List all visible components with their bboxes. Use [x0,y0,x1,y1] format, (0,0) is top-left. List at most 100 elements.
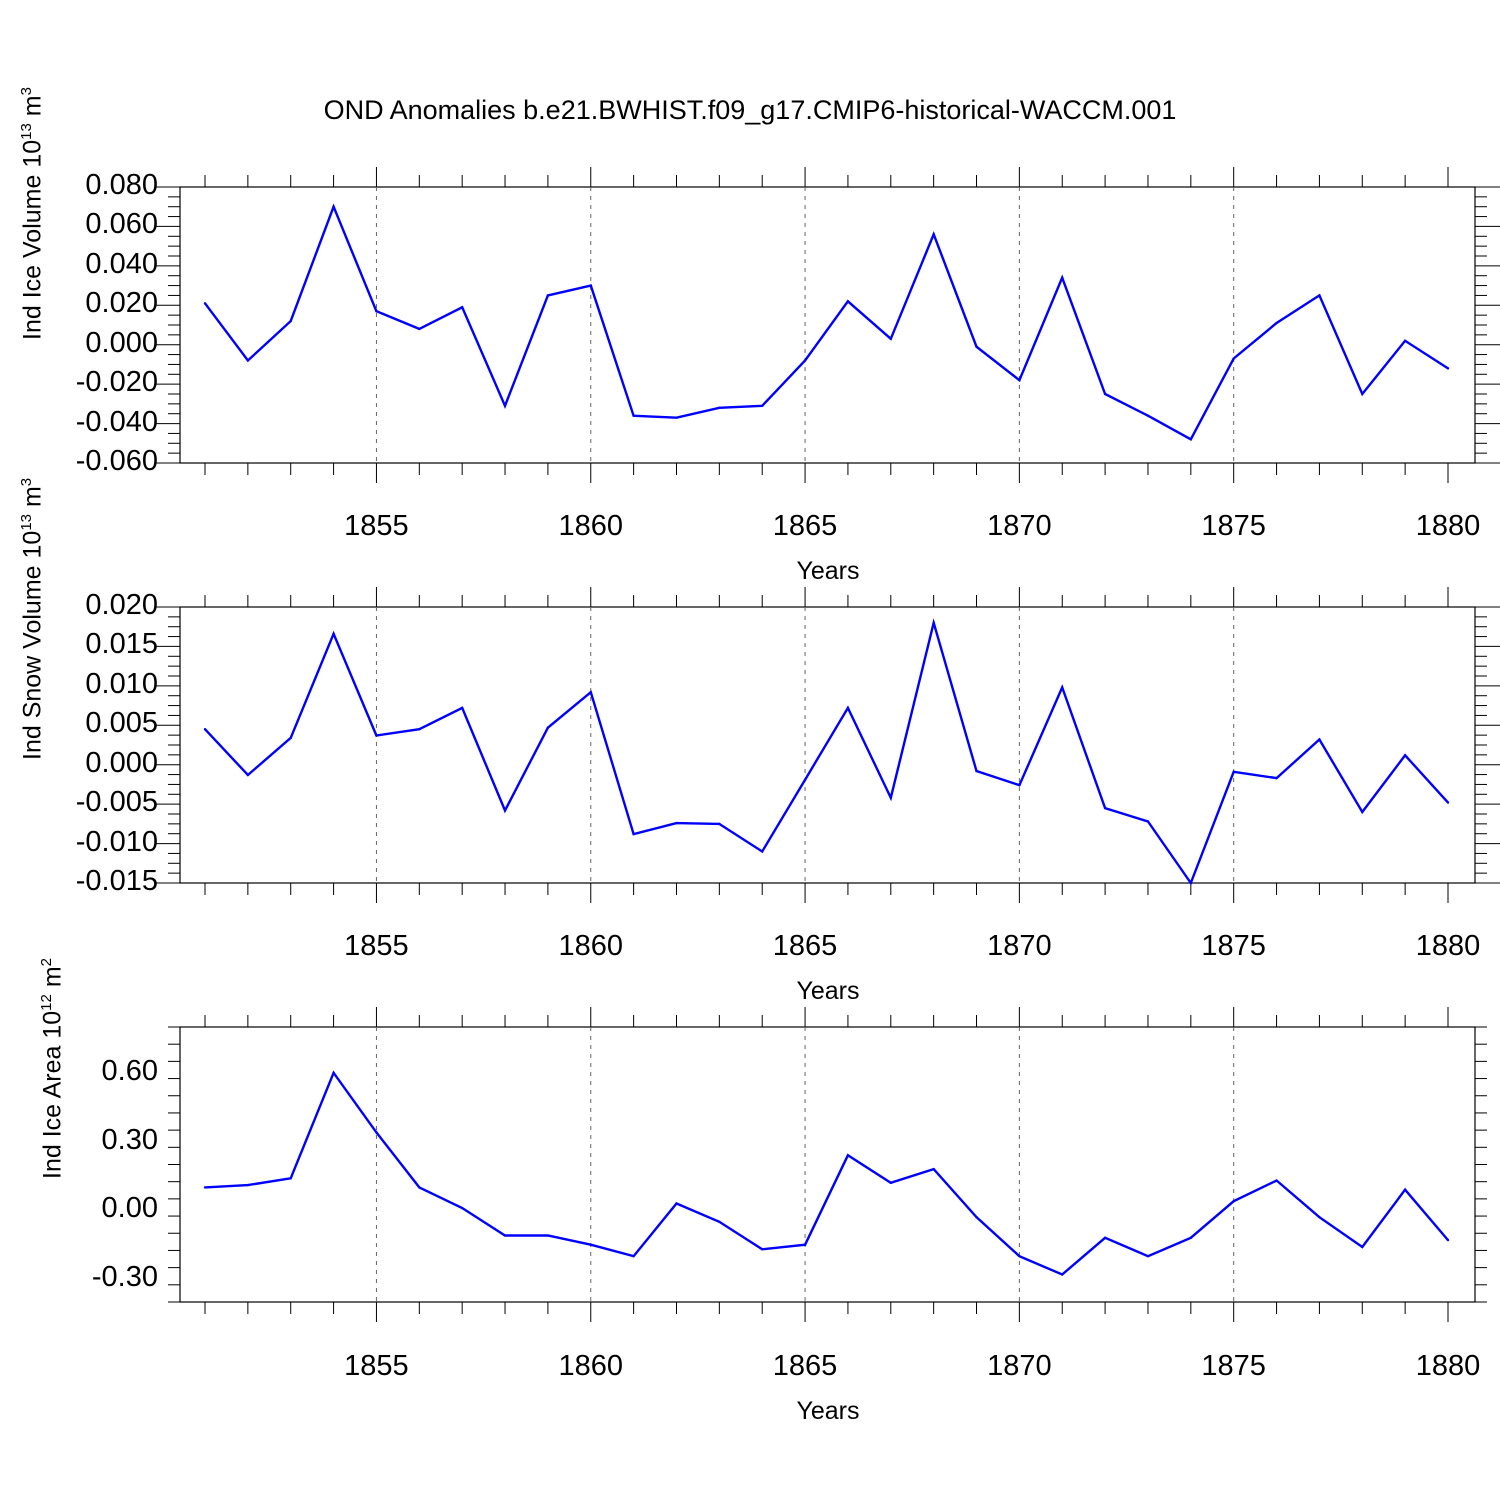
data-point [1146,414,1150,417]
data-point [418,327,421,331]
chart-1 [155,587,1500,903]
data-point [1189,1236,1193,1240]
x-tick-label: 1855 [344,510,409,542]
y-tick-label: -0.005 [75,786,158,819]
data-point [332,1071,335,1075]
data-point [889,1181,892,1185]
x-tick-label: 1855 [344,930,409,962]
series-line [204,203,1449,441]
data-point [803,359,807,362]
data-point [1232,1199,1235,1203]
data-point [846,706,850,710]
data-point [460,1206,464,1210]
data-point [246,773,250,777]
data-point [1146,1254,1150,1258]
data-point [1189,438,1193,441]
x-tick-label: 1860 [558,930,623,962]
data-point [1446,801,1450,804]
data-point [1018,1254,1021,1258]
data-point [1103,1236,1107,1240]
y-tick-label: 0.080 [85,169,158,201]
data-point [332,632,335,636]
data-point [589,284,592,287]
data-point [418,728,421,731]
data-point [546,726,550,729]
y-tick-label: 0.010 [85,667,158,700]
plot-frame [179,186,1476,464]
y-tick-label: 0.020 [85,287,158,320]
data-point [1275,321,1278,325]
data-point [1232,770,1235,774]
data-point [589,1243,592,1246]
y-tick-label: 0.040 [85,247,158,280]
y-tick-label: -0.30 [91,1261,158,1294]
data-point [632,414,635,417]
data-point [761,404,764,408]
x-tick-label: 1880 [1415,930,1481,962]
y-tick-label: -0.020 [75,366,158,399]
data-point [803,1243,807,1246]
x-tick-label: 1860 [558,1350,623,1382]
data-point [1361,810,1364,814]
y-axis-title: Ind Ice Area 1012 m2 [38,958,67,1180]
data-point [203,1186,207,1189]
data-point [203,728,207,731]
data-point [1403,754,1407,757]
data-point [932,233,935,236]
y-axis-title: Ind Ice Volume 1013 m3 [18,86,47,340]
data-point [375,310,378,313]
data-point [675,821,678,825]
data-point [460,706,464,710]
data-point [632,1254,635,1258]
data-point [246,359,250,362]
x-axis-title: Years [796,557,860,585]
data-point [332,205,335,208]
data-point [1275,1179,1278,1182]
y-tick-label: 0.000 [85,326,158,359]
data-point [718,406,721,409]
x-tick-label: 1870 [987,510,1052,542]
y-tick-label: 0.060 [85,208,158,241]
data-point [975,1216,978,1219]
data-point [761,850,764,853]
x-tick-label: 1865 [772,1350,838,1382]
data-point [846,300,850,303]
data-point [1061,276,1064,279]
y-axis-title: Ind Snow Volume 1013 m3 [18,477,47,760]
data-point [418,1186,421,1189]
data-point [718,1220,721,1223]
data-point [1403,339,1407,342]
data-point [1275,776,1278,780]
data-point [932,1167,935,1171]
x-tick-label: 1860 [558,510,623,542]
y-tick-label: -0.040 [75,405,158,438]
data-point [203,302,207,305]
data-point [1189,881,1193,885]
data-point [1146,820,1150,823]
data-point [546,1234,550,1237]
chart-title: OND Anomalies b.e21.BWHIST.f09_g17.CMIP6… [323,95,1177,125]
data-point [503,809,507,812]
data-point [1061,1273,1064,1276]
plot-frame [179,606,1476,884]
x-axis-title: Years [796,1397,860,1425]
y-tick-label: -0.015 [75,865,158,897]
x-tick-label: 1875 [1201,510,1266,542]
y-tick-label: 0.60 [101,1054,158,1087]
x-tick-label: 1865 [772,930,838,962]
series-line [204,618,1449,886]
y-tick-label: -0.010 [75,825,158,858]
data-point [1318,294,1321,297]
data-point [718,822,721,826]
x-tick-label: 1875 [1201,930,1266,962]
data-point [1318,738,1321,741]
y-tick-label: 0.30 [101,1123,158,1156]
data-point [846,1154,850,1157]
data-point [1318,1216,1321,1219]
data-point [889,337,892,340]
data-point [675,416,678,419]
x-axis-title: Years [796,977,860,1005]
x-tick-label: 1865 [772,510,838,542]
data-point [375,1131,378,1134]
